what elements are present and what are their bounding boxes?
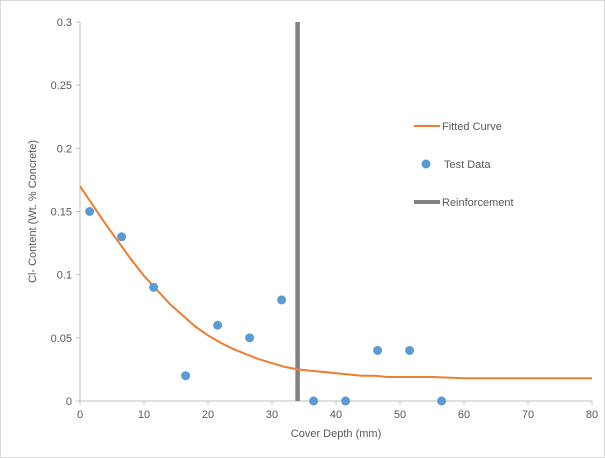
- test-data-point: [437, 396, 447, 406]
- x-tick-label: 80: [586, 409, 598, 421]
- y-tick-label: 0.3: [57, 17, 72, 29]
- legend-label: Test Data: [444, 159, 491, 171]
- y-tick-label: 0.1: [57, 270, 72, 282]
- legend-label: Reinforcement: [442, 197, 514, 209]
- x-tick-label: 30: [266, 409, 278, 421]
- y-tick-label: 0: [66, 396, 72, 408]
- test-data-point: [117, 232, 127, 242]
- y-tick-label: 0.25: [51, 80, 72, 92]
- legend-swatch-test-data: [421, 159, 431, 169]
- x-tick-label: 70: [522, 409, 534, 421]
- fitted-curve-line: [79, 185, 592, 380]
- x-tick-label: 60: [458, 409, 470, 421]
- x-axis-label: Cover Depth (mm): [291, 428, 381, 440]
- test-data-point: [149, 282, 159, 292]
- test-data-point: [373, 345, 383, 355]
- y-tick-label: 0.15: [51, 207, 72, 219]
- test-data-point: [277, 295, 287, 305]
- test-data-point: [405, 345, 415, 355]
- y-tick-label: 0.2: [57, 143, 72, 155]
- legend-label: Fitted Curve: [442, 121, 502, 133]
- axes-group: [76, 21, 593, 405]
- y-axis-label: Cl- Content (Wt. % Concrete): [27, 140, 39, 283]
- plot-area: [79, 22, 592, 406]
- x-tick-label: 50: [394, 409, 406, 421]
- test-data-point: [309, 396, 319, 406]
- test-data-point: [213, 320, 223, 330]
- legend: Fitted Curve Test Data Reinforcement: [414, 121, 514, 209]
- ticks-group: 0 10 20 30 40 50 60 70 80 0 0.05 0.1 0.15 0.2 0.25 0.3: [51, 17, 599, 421]
- x-tick-label: 0: [77, 409, 83, 421]
- x-tick-label: 10: [138, 409, 150, 421]
- test-data-point: [245, 333, 255, 343]
- x-tick-label: 40: [330, 409, 342, 421]
- test-data-point: [85, 207, 95, 216]
- test-data-point: [181, 371, 191, 381]
- y-tick-label: 0.05: [51, 333, 72, 345]
- x-tick-label: 20: [202, 409, 214, 421]
- test-data-point: [341, 396, 351, 406]
